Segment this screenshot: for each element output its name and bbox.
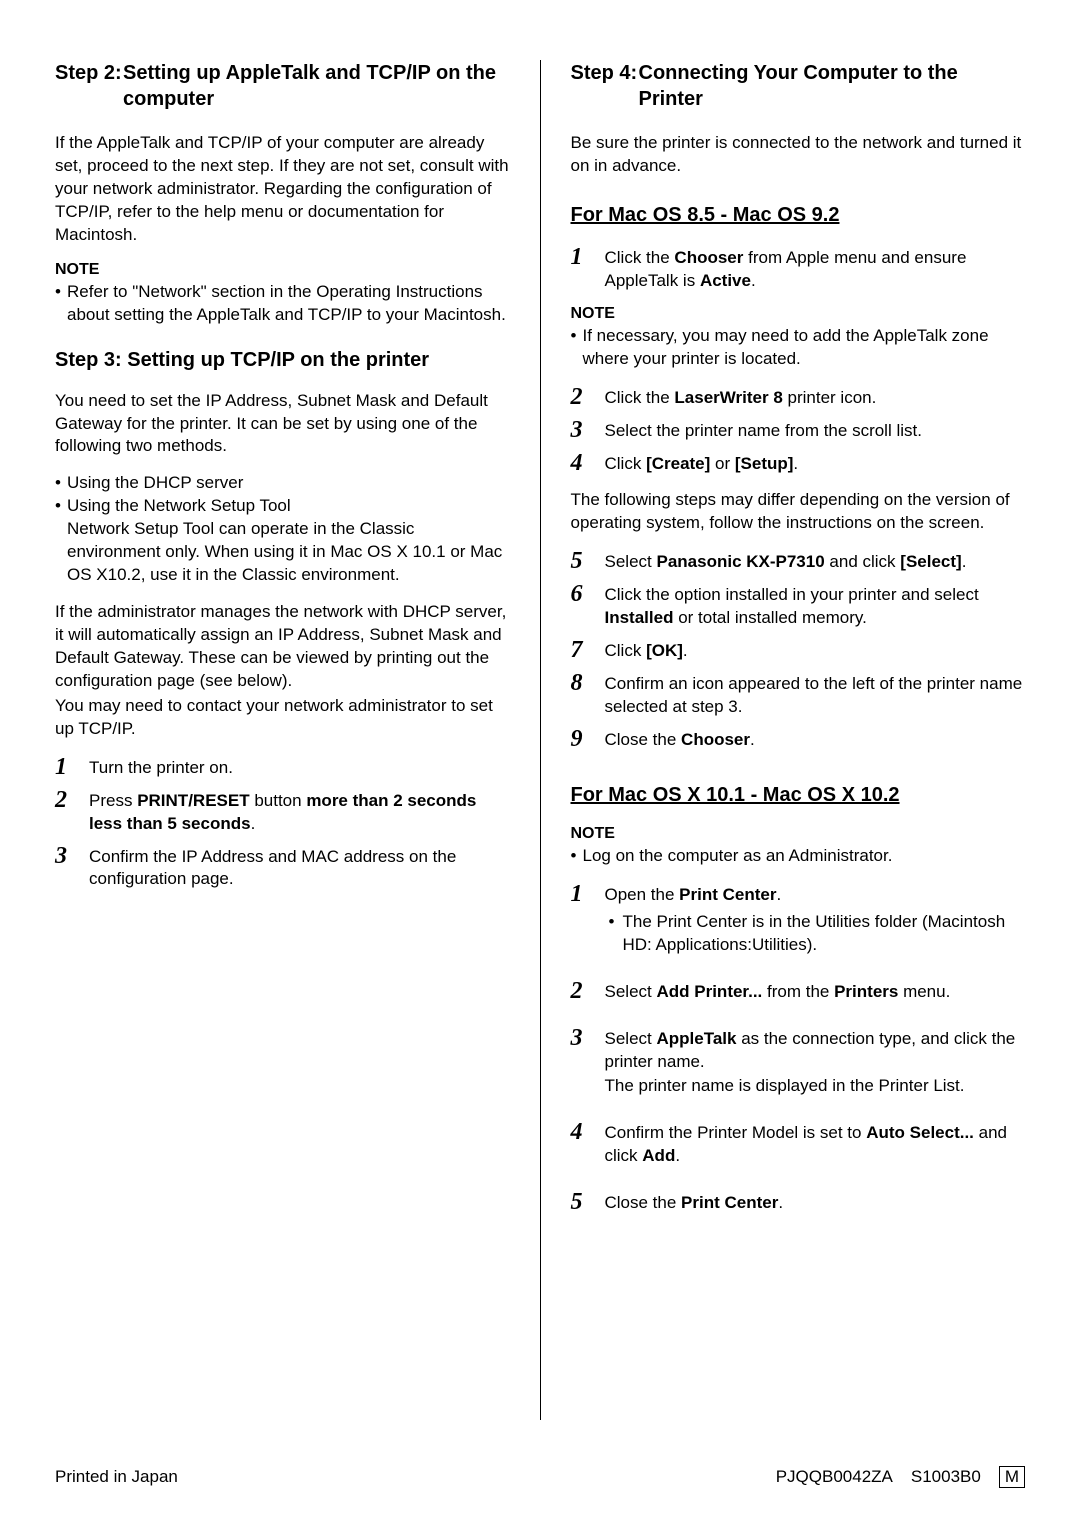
step3-item2: 2 Press PRINT/RESET button more than 2 s… [55,788,510,836]
step-number: 3 [571,418,605,443]
step3-item3: 3 Confirm the IP Address and MAC address… [55,844,510,892]
step-number: 1 [571,245,605,293]
os1-item3-text: Select the printer name from the scroll … [605,418,922,443]
os1-steps-c: 5 Select Panasonic KX-P7310 and click [S… [571,549,1026,752]
os2-item1-text: Open the Print Center. The Print Center … [605,882,1026,957]
os1-steps-a: 1 Click the Chooser from Apple menu and … [571,245,1026,293]
step2-note-item: Refer to "Network" section in the Operat… [55,281,510,327]
footer-right: PJQQB0042ZA S1003B0 M [776,1466,1025,1488]
step3-bullet2-cont: Network Setup Tool can operate in the Cl… [67,518,510,587]
os1-item2-text: Click the LaserWriter 8 printer icon. [605,385,877,410]
step-number: 1 [55,755,89,780]
step3-item3-text: Confirm the IP Address and MAC address o… [89,844,510,892]
step-number: 9 [571,727,605,752]
step4-label: Step 4: [571,60,639,112]
os1-heading: For Mac OS 8.5 - Mac OS 9.2 [571,204,1026,227]
step2-paragraph: If the AppleTalk and TCP/IP of your comp… [55,132,510,247]
os1-note-list: If necessary, you may need to add the Ap… [571,325,1026,371]
os2-steps: 1 Open the Print Center. The Print Cente… [571,882,1026,1215]
step-number: 4 [571,451,605,476]
footer-box: M [999,1466,1025,1488]
os2-item5-text: Close the Print Center. [605,1190,784,1215]
step-number: 2 [55,788,89,836]
step-number: 4 [571,1120,605,1168]
content-columns: Step 2: Setting up AppleTalk and TCP/IP … [55,60,1025,1420]
step2-title: Setting up AppleTalk and TCP/IP on the c… [123,60,510,112]
os2-heading: For Mac OS X 10.1 - Mac OS X 10.2 [571,784,1026,807]
step3-para1: You need to set the IP Address, Subnet M… [55,390,510,459]
step3-item2-text: Press PRINT/RESET button more than 2 sec… [89,788,510,836]
step4-paragraph: Be sure the printer is connected to the … [571,132,1026,178]
step-number: 3 [55,844,89,892]
step3-steps: 1 Turn the printer on. 2 Press PRINT/RES… [55,755,510,892]
step2-note-list: Refer to "Network" section in the Operat… [55,281,510,327]
os2-note-list: Log on the computer as an Administrator. [571,845,1026,868]
os1-item6: 6 Click the option installed in your pri… [571,582,1026,630]
step-number: 2 [571,979,605,1004]
os2-item3-line2: The printer name is displayed in the Pri… [605,1075,1026,1098]
step3-item1: 1 Turn the printer on. [55,755,510,780]
os1-item7: 7 Click [OK]. [571,638,1026,663]
os1-item1-text: Click the Chooser from Apple menu and en… [605,245,1026,293]
os1-item5: 5 Select Panasonic KX-P7310 and click [S… [571,549,1026,574]
os1-mid-paragraph: The following steps may differ depending… [571,489,1026,535]
step2-heading: Step 2: Setting up AppleTalk and TCP/IP … [55,60,510,112]
os1-note-item: If necessary, you may need to add the Ap… [571,325,1026,371]
step3-bullet2-text: Using the Network Setup Tool [67,496,291,515]
step3-para2: If the administrator manages the network… [55,601,510,693]
step-number: 3 [571,1026,605,1099]
step3-para3: You may need to contact your network adm… [55,695,510,741]
os1-item7-text: Click [OK]. [605,638,688,663]
step2-label: Step 2: [55,60,123,112]
step-number: 6 [571,582,605,630]
os2-note-item: Log on the computer as an Administrator. [571,845,1026,868]
os2-item1-sub: The Print Center is in the Utilities fol… [605,911,1026,957]
note-label: NOTE [55,261,510,279]
os2-item5: 5 Close the Print Center. [571,1190,1026,1215]
os2-item1: 1 Open the Print Center. The Print Cente… [571,882,1026,957]
os2-item3: 3 Select AppleTalk as the connection typ… [571,1026,1026,1099]
step3-bullet2: Using the Network Setup Tool Network Set… [55,495,510,587]
step3-bullet1: Using the DHCP server [55,472,510,495]
os1-item3: 3 Select the printer name from the scrol… [571,418,1026,443]
right-column: Step 4: Connecting Your Computer to the … [540,60,1026,1420]
footer-code1: PJQQB0042ZA [776,1467,893,1487]
step-number: 1 [571,882,605,957]
os1-item5-text: Select Panasonic KX-P7310 and click [Sel… [605,549,967,574]
step-number: 7 [571,638,605,663]
page-footer: Printed in Japan PJQQB0042ZA S1003B0 M [55,1466,1025,1488]
step4-title: Connecting Your Computer to the Printer [639,60,1026,112]
step-number: 8 [571,671,605,719]
step3-methods: Using the DHCP server Using the Network … [55,472,510,587]
os2-item4-text: Confirm the Printer Model is set to Auto… [605,1120,1026,1168]
os1-item8: 8 Confirm an icon appeared to the left o… [571,671,1026,719]
os2-item2: 2 Select Add Printer... from the Printer… [571,979,1026,1004]
step-number: 2 [571,385,605,410]
left-column: Step 2: Setting up AppleTalk and TCP/IP … [55,60,540,1420]
os1-item8-text: Confirm an icon appeared to the left of … [605,671,1026,719]
step3-item1-text: Turn the printer on. [89,755,233,780]
os1-item6-text: Click the option installed in your print… [605,582,1026,630]
os1-item1: 1 Click the Chooser from Apple menu and … [571,245,1026,293]
os2-item3-text: Select AppleTalk as the connection type,… [605,1026,1026,1099]
step-number: 5 [571,1190,605,1215]
step3-heading: Step 3: Setting up TCP/IP on the printer [55,349,510,372]
os1-item4-text: Click [Create] or [Setup]. [605,451,799,476]
os2-item4: 4 Confirm the Printer Model is set to Au… [571,1120,1026,1168]
os1-item9: 9 Close the Chooser. [571,727,1026,752]
step-number: 5 [571,549,605,574]
footer-left: Printed in Japan [55,1467,178,1487]
os1-item4: 4 Click [Create] or [Setup]. [571,451,1026,476]
footer-code2: S1003B0 [911,1467,981,1487]
os1-item9-text: Close the Chooser. [605,727,755,752]
os1-steps-b: 2 Click the LaserWriter 8 printer icon. … [571,385,1026,476]
os2-item2-text: Select Add Printer... from the Printers … [605,979,951,1004]
note-label: NOTE [571,825,1026,843]
note-label: NOTE [571,305,1026,323]
step4-heading: Step 4: Connecting Your Computer to the … [571,60,1026,112]
os1-item2: 2 Click the LaserWriter 8 printer icon. [571,385,1026,410]
